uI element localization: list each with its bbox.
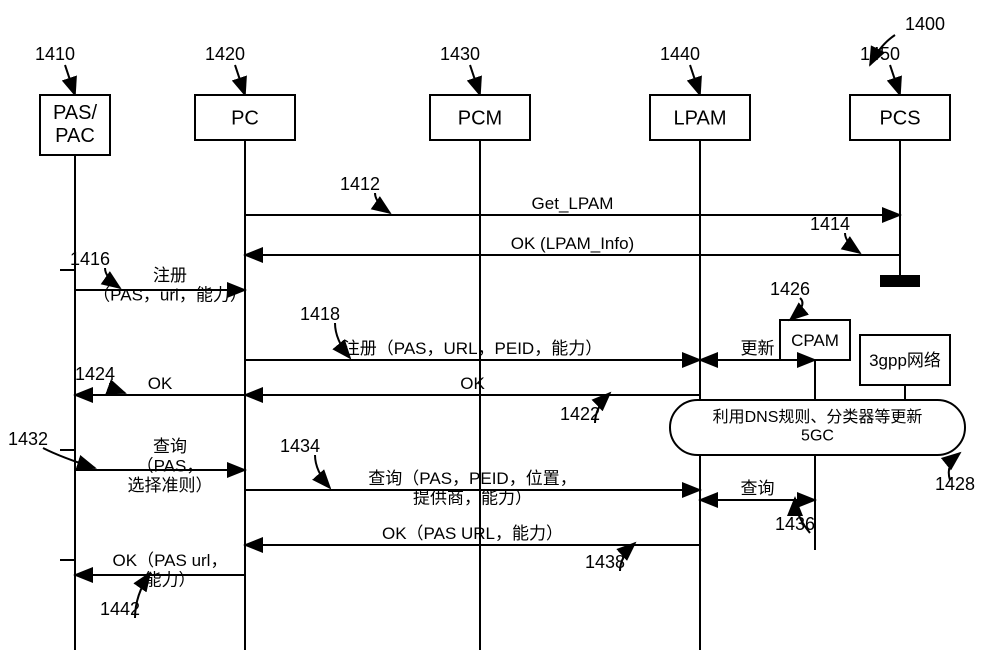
box-label-3gpp: 3gpp网络 bbox=[869, 351, 941, 370]
msg-ref-m1438: 1438 bbox=[585, 552, 625, 572]
msg-label-m1438: OK（PAS URL，能力） bbox=[382, 524, 563, 543]
msg-label-m1442: OK（PAS url，能力） bbox=[113, 551, 228, 590]
actor-ref-pc: 1420 bbox=[205, 44, 245, 64]
sequence-diagram: 1400 1410 PAS/PAC 1420 PC 1430 PCM 1440 LPAM 1450… bbox=[0, 0, 1000, 663]
actor-ref-pcs: 1450 bbox=[860, 44, 900, 64]
msg-label-m1418: 注册（PAS，URL，PEID，能力） bbox=[343, 339, 602, 358]
msg-ref-m1432: 1432 bbox=[8, 429, 48, 449]
actor-ref-lpam: 1440 bbox=[660, 44, 700, 64]
msg-label-m1422: OK bbox=[460, 374, 485, 393]
msg-ref-m1434: 1434 bbox=[280, 436, 320, 456]
actor-label-pcs: PCS bbox=[879, 108, 920, 130]
msg-ref-m1414: 1414 bbox=[810, 214, 850, 234]
msg-ref-m1416: 1416 bbox=[70, 249, 110, 269]
msg-label-m1414: OK (LPAM_Info) bbox=[511, 234, 634, 253]
msg-label-m1436: 查询 bbox=[741, 479, 775, 498]
msg-label-m1424: OK bbox=[148, 374, 173, 393]
msg-ref-m1418: 1418 bbox=[300, 304, 340, 324]
msg-label-m1432: 查询（PAS，选择准则） bbox=[128, 437, 213, 495]
actor-label-pcm: PCM bbox=[458, 108, 502, 130]
msg-ref-m1422: 1422 bbox=[560, 404, 600, 424]
actor-label-lpam: LPAM bbox=[674, 108, 727, 130]
figure-ref: 1400 bbox=[905, 14, 945, 34]
actor-label-pas: PAS/PAC bbox=[53, 102, 98, 147]
box-label-cpam: CPAM bbox=[791, 331, 839, 350]
pcs-termination bbox=[880, 275, 920, 287]
msg-ref-m1412: 1412 bbox=[340, 174, 380, 194]
box-ref-cpam: 1426 bbox=[770, 279, 810, 299]
actor-label-pc: PC bbox=[231, 108, 259, 130]
actor-ref-pas: 1410 bbox=[35, 44, 75, 64]
msg-label-m1426u: 更新 bbox=[741, 339, 775, 358]
msg-ref-m1424: 1424 bbox=[75, 364, 115, 384]
rounded-5gc-ref: 1428 bbox=[935, 474, 975, 494]
msg-label-m1434: 查询（PAS，PEID，位置，提供商，能力） bbox=[368, 469, 576, 508]
msg-label-m1412: Get_LPAM bbox=[532, 194, 614, 213]
actor-ref-pcm: 1430 bbox=[440, 44, 480, 64]
msg-ref-m1442: 1442 bbox=[100, 599, 140, 619]
